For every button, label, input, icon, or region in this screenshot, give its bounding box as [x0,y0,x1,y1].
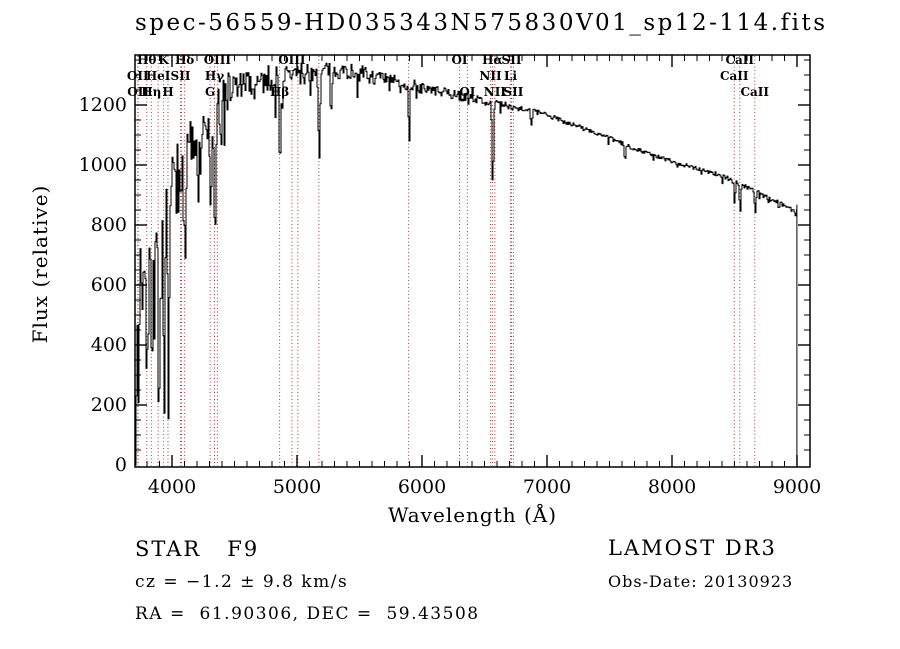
spectral-line-label: HeI [146,69,171,83]
x-tick-label: 7000 [523,476,571,498]
y-tick-label: 0 [115,454,127,476]
spectral-line-label: Hη [141,85,161,99]
spectral-line-label: OIII [204,53,232,67]
spectral-line-label: Hα [482,53,503,67]
survey-release-text: LAMOST DR3 [608,536,777,560]
x-tick-label: 9000 [773,476,821,498]
radial-velocity-text: cz = −1.2 ± 9.8 km/s [135,572,349,592]
spectral-line-label: G [205,85,215,99]
y-tick-label: 400 [91,334,127,356]
y-tick-label: 1000 [79,154,127,176]
y-tick-label: 200 [91,394,127,416]
spectral-line-label: SII [503,85,523,99]
spectral-line-label: OI [459,85,475,99]
y-axis-label: Flux (relative) [28,184,52,344]
x-axis-label: Wavelength (Å) [387,503,558,527]
x-tick-label: 4000 [148,476,196,498]
spectral-line-label: Hβ [270,85,289,99]
spectral-line-label: SII [171,69,191,83]
spectral-line-label: OII [127,85,149,99]
spectral-line-label: NII [479,69,502,83]
spectral-line-label: H [162,85,173,99]
ra-dec-text: RA = 61.90306, DEC = 59.43508 [135,604,480,624]
x-tick-label: 8000 [648,476,696,498]
plot-frame [134,54,811,468]
y-tick-label: 1200 [79,94,127,116]
spectral-line-label: K [158,53,169,67]
spectrum-trace [135,62,798,466]
spectral-line-label: OIII [278,53,306,67]
object-class-text: STAR F9 [135,537,260,561]
spectral-line-label: CaII [720,69,749,83]
x-tick-label: 5000 [273,476,321,498]
plot-title: spec-56559-HD035343N575830V01_sp12-114.f… [135,10,828,36]
spectral-line-label: Li [504,69,517,83]
x-tick-label: 6000 [398,476,446,498]
spectral-line-label: Hγ [205,69,224,83]
y-tick-label: 800 [91,214,127,236]
spectral-line-label: NII [484,85,507,99]
y-tick-label: 600 [91,274,127,296]
spectral-line-label: OII [127,69,149,83]
spectral-line-label: CaII [740,85,769,99]
spectral-line-label: SII [502,53,522,67]
obs-date-text: Obs-Date: 20130923 [608,572,794,591]
